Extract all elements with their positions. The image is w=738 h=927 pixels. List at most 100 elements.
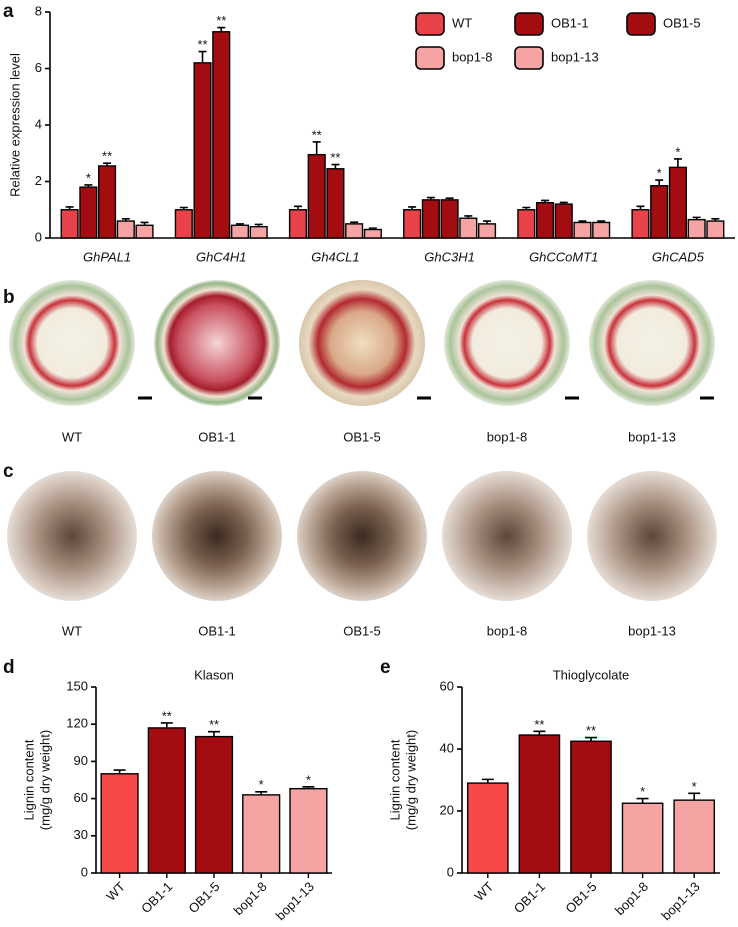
error-bar xyxy=(636,205,645,210)
bar xyxy=(673,799,716,874)
bar xyxy=(592,221,611,239)
y-tick-label: 120 xyxy=(66,716,88,731)
y-axis-label: Relative expression level xyxy=(7,53,22,197)
photo-caption: bop1-13 xyxy=(628,623,676,638)
bar xyxy=(193,62,212,239)
y-tick-label: 4 xyxy=(35,116,42,131)
error-bar xyxy=(541,199,550,203)
error-bar xyxy=(711,217,720,222)
legend-swatch xyxy=(415,12,445,36)
legend-label: OB1-1 xyxy=(551,15,589,30)
error-bar xyxy=(688,792,701,801)
x-tick-label: Gh4CL1 xyxy=(311,249,359,264)
bar xyxy=(706,220,725,239)
stained-section-photo xyxy=(7,471,137,601)
bar xyxy=(403,209,422,239)
significance-mark: ** xyxy=(197,37,207,52)
stained-section-photo xyxy=(152,471,282,601)
legend-swatch xyxy=(415,46,445,70)
bar xyxy=(621,802,664,874)
x-tick-label: bop1-8 xyxy=(612,879,651,918)
x-tick-label: bop1-8 xyxy=(231,879,270,918)
bar xyxy=(242,794,281,874)
legend-swatch xyxy=(626,12,656,36)
bar xyxy=(459,217,478,239)
error-bar xyxy=(533,730,546,736)
bar xyxy=(573,221,592,239)
error-bar xyxy=(522,206,531,210)
x-tick-label: OB1-5 xyxy=(562,879,599,916)
bar xyxy=(98,165,117,239)
error-bar xyxy=(673,158,682,168)
stem-section-photo xyxy=(9,280,135,406)
significance-mark: * xyxy=(306,772,311,787)
x-tick-label: GhPAL1 xyxy=(83,249,131,264)
y-axis-label: (mg/g dry weight) xyxy=(403,730,418,830)
x-tick-label: GhC4H1 xyxy=(196,249,247,264)
legend-label: bop1-13 xyxy=(551,49,599,64)
y-tick-label: 40 xyxy=(440,740,454,755)
legend-swatch xyxy=(514,12,544,36)
stem-section-photo xyxy=(589,280,715,406)
bar xyxy=(60,209,79,239)
stem-section-photo xyxy=(444,280,570,406)
significance-mark: ** xyxy=(534,717,544,732)
significance-mark: * xyxy=(692,779,697,794)
y-tick-label: 90 xyxy=(74,753,88,768)
error-bar xyxy=(585,736,597,742)
photo-caption: bop1-8 xyxy=(487,623,527,638)
photo-caption: bop1-13 xyxy=(628,429,676,444)
error-bar xyxy=(84,184,93,188)
bar xyxy=(249,225,268,239)
y-tick-label: 20 xyxy=(440,802,454,817)
significance-mark: ** xyxy=(102,149,112,164)
photo-caption: OB1-1 xyxy=(198,429,236,444)
bar xyxy=(135,224,154,239)
y-tick-label: 150 xyxy=(66,678,88,693)
significance-mark: ** xyxy=(312,127,322,142)
stem-section-photo xyxy=(299,280,425,406)
significance-mark: ** xyxy=(586,723,596,738)
photo-caption: OB1-5 xyxy=(343,429,381,444)
significance-mark: ** xyxy=(330,150,340,165)
chart-title: Klason xyxy=(194,667,234,682)
bar xyxy=(477,223,497,239)
stained-section-photo xyxy=(297,471,427,601)
x-tick-label: bop1-13 xyxy=(273,879,317,923)
y-tick-label: 60 xyxy=(74,790,88,805)
y-tick-label: 8 xyxy=(35,3,42,18)
bar xyxy=(631,209,650,239)
bar xyxy=(79,186,98,239)
error-bar xyxy=(103,162,112,166)
error-bar xyxy=(113,769,126,774)
significance-mark: * xyxy=(675,144,680,159)
error-bar xyxy=(368,227,377,230)
photo-caption: WT xyxy=(62,623,82,638)
error-bar xyxy=(655,179,664,186)
legend-label: bop1-8 xyxy=(452,49,492,64)
y-tick-label: 6 xyxy=(35,60,42,75)
photo-caption: OB1-5 xyxy=(343,623,381,638)
bar xyxy=(212,31,231,239)
error-bar xyxy=(208,730,220,737)
y-axis-label: Lignin content xyxy=(21,739,36,820)
bar xyxy=(687,218,706,239)
panel-label: c xyxy=(3,461,14,482)
x-tick-label: WT xyxy=(103,879,128,904)
x-tick-label: GhC3H1 xyxy=(424,249,475,264)
x-tick-label: WT xyxy=(471,879,496,904)
photo-caption: WT xyxy=(62,429,82,444)
bar xyxy=(289,787,328,874)
error-bar xyxy=(140,221,149,226)
y-tick-label: 0 xyxy=(81,864,88,879)
error-bar xyxy=(559,201,568,205)
error-bar xyxy=(255,790,268,795)
photo-caption: OB1-1 xyxy=(198,623,236,638)
legend-label: WT xyxy=(452,15,472,30)
x-tick-label: OB1-1 xyxy=(511,879,548,916)
x-tick-label: GhCAD5 xyxy=(652,249,705,264)
x-tick-label: GhCCoMT1 xyxy=(529,249,598,264)
error-bar xyxy=(179,206,188,210)
bar xyxy=(668,166,687,239)
